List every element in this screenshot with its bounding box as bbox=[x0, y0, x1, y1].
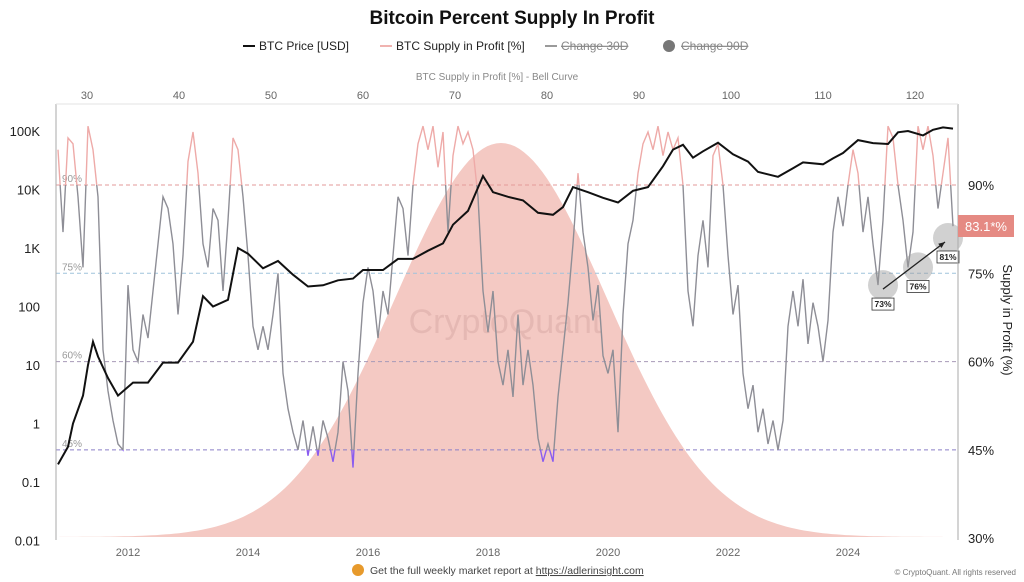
top-axis-tick: 70 bbox=[449, 90, 461, 102]
arrow-head-icon bbox=[938, 241, 945, 249]
copyright: © CryptoQuant. All rights reserved bbox=[895, 568, 1017, 577]
x-axis-tick: 2018 bbox=[476, 547, 500, 559]
top-axis-tick: 50 bbox=[265, 90, 277, 102]
watermark: CryptoQuant bbox=[409, 303, 602, 341]
reference-line-label: 75% bbox=[62, 262, 82, 273]
left-axis-tick: 0.01 bbox=[15, 534, 40, 549]
annotation-label: 76% bbox=[909, 281, 926, 291]
trend-arrow bbox=[882, 241, 946, 290]
supply-line-mid bbox=[59, 185, 954, 450]
chart-title: Bitcoin Percent Supply In Profit bbox=[369, 8, 655, 29]
footer-prefix: Get the full weekly market report at bbox=[370, 565, 536, 577]
top-axis-tick: 120 bbox=[906, 90, 924, 102]
annotation-label: 73% bbox=[874, 299, 891, 309]
left-axis-tick: 100K bbox=[10, 124, 41, 139]
top-axis-tick: 80 bbox=[541, 90, 553, 102]
annotation-box bbox=[906, 280, 930, 293]
top-axis-tick: 30 bbox=[81, 90, 93, 102]
left-axis-tick: 0.1 bbox=[22, 475, 40, 490]
left-axis-tick: 100 bbox=[18, 300, 40, 315]
legend: BTC Price [USD] BTC Supply in Profit [%] C… bbox=[243, 39, 749, 53]
annotation-label: 81% bbox=[939, 252, 956, 262]
reference-line-label: 45% bbox=[62, 439, 82, 450]
top-axis-tick: 60 bbox=[357, 90, 369, 102]
left-axis: 100K 10K 1K 100 10 1 0.1 0.01 bbox=[10, 124, 41, 549]
right-axis-tick: 75% bbox=[968, 266, 994, 281]
current-value-label: 83.1*% bbox=[965, 219, 1007, 234]
right-axis-tick: 90% bbox=[968, 178, 994, 193]
left-axis-tick: 1 bbox=[33, 417, 40, 432]
current-value-badge bbox=[958, 215, 1014, 237]
reference-line-label: 60% bbox=[62, 351, 82, 362]
legend-label: Change 90D bbox=[681, 39, 749, 53]
bell-curve-area bbox=[59, 143, 943, 537]
legend-item: BTC Supply in Profit [%] bbox=[380, 39, 525, 53]
reference-line-label: 90% bbox=[62, 174, 82, 185]
top-axis-tick: 90 bbox=[633, 90, 645, 102]
change-annotations: 73% 76% 81% bbox=[868, 222, 963, 311]
change-90d-marker bbox=[868, 270, 898, 301]
x-axis-tick: 2014 bbox=[236, 547, 260, 559]
x-axis: 2012 2014 2016 2018 2020 2022 2024 bbox=[116, 547, 860, 559]
legend-label: Change 30D bbox=[561, 39, 629, 53]
top-axis-tick: 40 bbox=[173, 90, 185, 102]
annotation-box bbox=[871, 297, 895, 311]
top-axis-tick: 110 bbox=[814, 90, 832, 102]
btc-price-line bbox=[57, 126, 954, 465]
top-axis: 30 40 50 60 70 80 90 100 110 120 bbox=[81, 90, 924, 102]
x-axis-tick: 2020 bbox=[596, 547, 620, 559]
right-axis-tick: 60% bbox=[968, 355, 994, 370]
legend-item: Change 30D bbox=[545, 39, 629, 53]
x-axis-tick: 2016 bbox=[356, 547, 380, 559]
x-axis-tick: 2022 bbox=[716, 547, 740, 559]
annotation-box bbox=[936, 250, 960, 264]
top-axis-tick: 100 bbox=[722, 90, 740, 102]
right-axis: 90% 75% 60% 45% 30% bbox=[968, 178, 994, 546]
footer-text: Get the full weekly market report at htt… bbox=[370, 565, 644, 577]
top-axis-title: BTC Supply in Profit [%] - Bell Curve bbox=[416, 72, 579, 83]
legend-item: Change 90D bbox=[663, 39, 749, 53]
legend-dot-icon bbox=[663, 40, 675, 52]
footer-link[interactable]: https://adlerinsight.com bbox=[536, 565, 644, 577]
left-axis-tick: 10K bbox=[17, 183, 40, 198]
supply-in-profit-series bbox=[57, 125, 954, 468]
change-90d-marker bbox=[903, 252, 933, 283]
left-axis-tick: 1K bbox=[24, 241, 40, 256]
right-axis-tick: 30% bbox=[968, 531, 994, 546]
x-axis-tick: 2012 bbox=[116, 547, 140, 559]
legend-item: BTC Price [USD] bbox=[243, 39, 349, 53]
left-axis-tick: 10 bbox=[26, 358, 40, 373]
right-axis-title: Supply in Profit (%) bbox=[1000, 264, 1015, 375]
footer-logo-icon bbox=[352, 564, 364, 576]
legend-label: BTC Supply in Profit [%] bbox=[396, 39, 525, 53]
right-axis-tick: 45% bbox=[968, 443, 994, 458]
x-axis-tick: 2024 bbox=[836, 547, 860, 559]
legend-label: BTC Price [USD] bbox=[259, 39, 349, 53]
